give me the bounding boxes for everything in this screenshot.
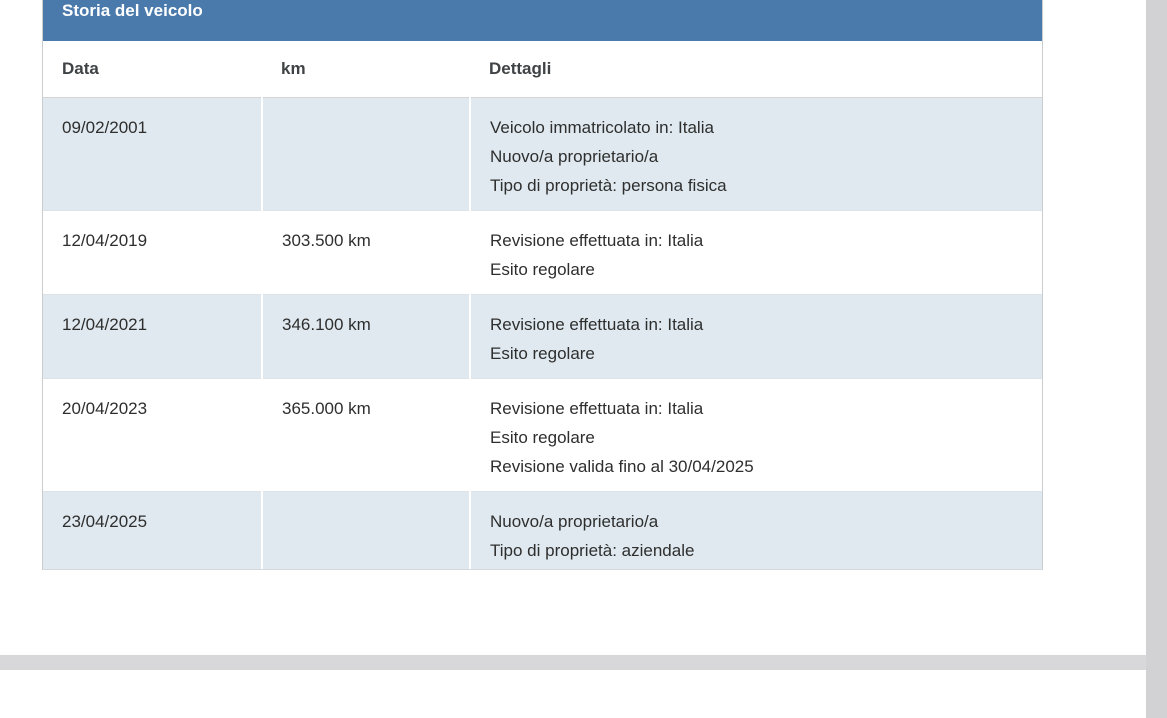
table-header-row: Data km Dettagli (43, 41, 1042, 98)
details-cell: Revisione effettuata in: Italia Esito re… (469, 210, 1042, 295)
date-cell: 23/04/2025 (62, 512, 148, 531)
vehicle-history-table: Data km Dettagli 09/02/2001 Veicolo imma… (43, 41, 1042, 569)
vehicle-history-card: Storia del veicolo Data km Dettagli 09/0… (42, 0, 1043, 570)
details-cell: Revisione effettuata in: Italia Esito re… (469, 294, 1042, 379)
date-cell: 20/04/2023 (62, 399, 148, 418)
detail-line: Revisione effettuata in: Italia (490, 399, 704, 418)
detail-line: Esito regolare (490, 344, 595, 363)
km-cell: 303.500 km (261, 210, 470, 295)
details-cell: Revisione effettuata in: Italia Esito re… (469, 378, 1042, 492)
detail-line: Veicolo immatricolato in: Italia (490, 118, 714, 137)
right-page-gutter (1146, 0, 1167, 718)
km-cell (261, 491, 470, 569)
details-cell: Veicolo immatricolato in: Italia Nuovo/a… (469, 97, 1042, 211)
detail-line: Revisione valida fino al 30/04/2025 (490, 457, 754, 476)
section-title-bar: Storia del veicolo (43, 0, 1042, 41)
km-cell (261, 97, 470, 211)
table-row: 12/04/2019 303.500 km Revisione effettua… (43, 210, 1042, 295)
detail-line: Tipo di proprietà: persona fisica (490, 176, 727, 195)
table-row: 12/04/2021 346.100 km Revisione effettua… (43, 294, 1042, 379)
section-title: Storia del veicolo (62, 1, 203, 20)
details-cell: Nuovo/a proprietario/a Tipo di proprietà… (469, 491, 1042, 569)
col-header-km: km (262, 41, 470, 98)
detail-line: Revisione effettuata in: Italia (490, 315, 704, 334)
page-divider-bar (0, 655, 1146, 670)
table-row: 23/04/2025 Nuovo/a proprietario/a Tipo d… (43, 491, 1042, 569)
detail-line: Esito regolare (490, 260, 595, 279)
km-cell: 365.000 km (261, 378, 470, 492)
col-header-data: Data (43, 41, 262, 98)
km-cell: 346.100 km (261, 294, 470, 379)
date-cell: 09/02/2001 (62, 118, 148, 137)
col-header-dettagli: Dettagli (470, 41, 1042, 98)
date-cell: 12/04/2019 (62, 231, 148, 250)
detail-line: Nuovo/a proprietario/a (490, 147, 659, 166)
detail-line: Tipo di proprietà: aziendale (490, 541, 695, 560)
table-row: 09/02/2001 Veicolo immatricolato in: Ita… (43, 97, 1042, 211)
table-row: 20/04/2023 365.000 km Revisione effettua… (43, 378, 1042, 492)
detail-line: Nuovo/a proprietario/a (490, 512, 659, 531)
date-cell: 12/04/2021 (62, 315, 148, 334)
detail-line: Esito regolare (490, 428, 595, 447)
detail-line: Revisione effettuata in: Italia (490, 231, 704, 250)
